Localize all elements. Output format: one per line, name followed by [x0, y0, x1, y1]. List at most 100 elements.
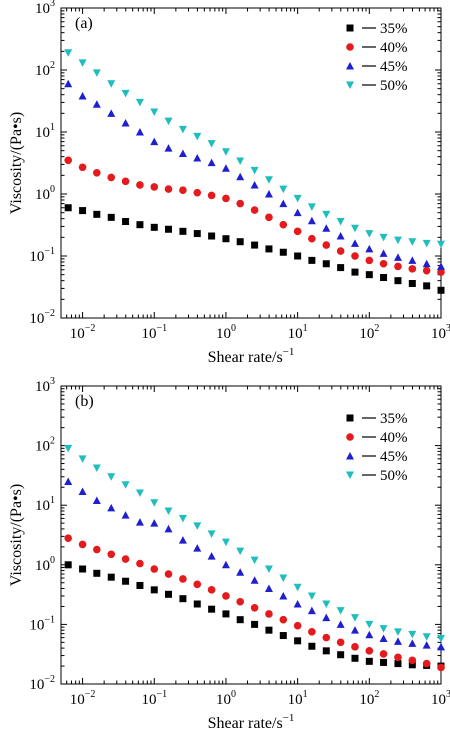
series-35pct	[64, 204, 445, 294]
data-point	[322, 647, 330, 655]
data-point	[79, 565, 87, 573]
data-point	[322, 613, 331, 622]
data-point	[78, 59, 87, 67]
data-point	[408, 639, 417, 647]
y-tick-label-base: 10	[35, 439, 50, 455]
data-point	[264, 565, 273, 574]
data-point	[64, 204, 72, 212]
x-tick-label-base: 10	[431, 692, 446, 708]
data-point	[337, 651, 345, 659]
x-tick-label: 10−2	[70, 323, 96, 342]
data-point	[221, 560, 230, 569]
x-tick-label-base: 10	[70, 692, 85, 708]
y-tick-label: 101	[35, 495, 55, 514]
data-point	[121, 555, 130, 563]
data-point	[308, 256, 316, 264]
data-point	[408, 630, 417, 639]
x-tick-label-exp: −1	[156, 323, 167, 334]
data-point	[136, 181, 144, 189]
y-tick-label-base: 10	[29, 311, 44, 327]
data-point	[293, 599, 302, 608]
y-tick-label: 102	[35, 60, 55, 79]
chart-panel-a: 10−2 10−1 100 101 102 10310−210−1100101102103…	[8, 0, 450, 366]
data-point	[322, 633, 331, 642]
data-point	[437, 286, 445, 294]
data-point	[92, 464, 101, 473]
y-tick-label-base: 10	[29, 677, 44, 693]
data-point	[393, 253, 402, 261]
x-tick-label-base: 10	[141, 692, 156, 708]
y-tick-label: 103	[35, 0, 55, 17]
data-point	[165, 590, 173, 598]
x-tick-label-exp: 1	[303, 689, 308, 700]
x-tick-label-exp: 1	[303, 323, 308, 334]
data-point	[236, 238, 244, 246]
data-point	[207, 552, 216, 560]
data-point	[164, 117, 173, 126]
y-tick-label: 103	[35, 376, 55, 395]
data-point	[221, 148, 230, 156]
legend-marker	[346, 43, 354, 51]
series-40pct	[64, 156, 445, 276]
x-tick-label: 101	[288, 689, 308, 708]
x-tick-label-base: 10	[431, 326, 446, 342]
data-point	[308, 234, 316, 243]
x-tick-label-exp: 3	[446, 689, 450, 700]
y-tick-label: 100	[35, 555, 55, 574]
data-point	[150, 499, 159, 507]
data-point	[135, 98, 144, 107]
data-point	[236, 616, 244, 624]
data-point	[121, 118, 130, 127]
data-point	[294, 637, 302, 645]
data-point	[136, 559, 144, 568]
data-point	[92, 496, 101, 504]
y-tick-label: 102	[35, 436, 55, 455]
data-point	[264, 190, 273, 198]
data-point	[408, 661, 416, 669]
data-point	[350, 614, 359, 622]
data-point	[293, 583, 302, 592]
y-tick-label: 101	[35, 122, 55, 141]
data-point	[380, 658, 388, 666]
data-point	[193, 600, 201, 608]
x-tick-label-base: 10	[141, 326, 156, 342]
data-point	[437, 642, 445, 651]
legend-marker	[346, 24, 354, 32]
x-tick-label: 102	[359, 689, 379, 708]
data-point	[135, 489, 144, 498]
y-tick-label-exp: −2	[44, 308, 55, 319]
data-point	[422, 266, 431, 275]
legend-label: 40%	[380, 40, 408, 56]
data-point	[437, 634, 445, 643]
data-point	[236, 597, 244, 606]
x-tick-label: 101	[288, 323, 308, 342]
data-point	[208, 232, 216, 240]
data-point	[193, 132, 202, 141]
y-tick-label-exp: 1	[50, 495, 55, 506]
data-point	[265, 245, 273, 253]
data-point	[393, 236, 402, 245]
data-point	[322, 260, 330, 268]
data-point	[64, 156, 72, 165]
data-point	[265, 626, 273, 634]
series-45pct	[64, 477, 445, 651]
data-point	[179, 595, 187, 603]
data-point	[207, 140, 216, 148]
data-point	[222, 235, 230, 243]
y-tick-label: 100	[35, 184, 55, 203]
data-point	[78, 92, 87, 100]
y-axis-title: Viscosity/(Pa•s)	[8, 112, 25, 214]
data-point	[193, 188, 202, 197]
data-point	[193, 522, 202, 530]
data-point	[307, 203, 316, 211]
data-point	[279, 248, 287, 256]
data-point	[379, 634, 388, 642]
data-point	[350, 626, 359, 634]
data-point	[394, 277, 402, 285]
data-point	[222, 592, 230, 600]
data-point	[164, 524, 173, 533]
data-point	[251, 620, 259, 628]
data-point	[250, 206, 259, 214]
series-45pct	[64, 79, 445, 270]
